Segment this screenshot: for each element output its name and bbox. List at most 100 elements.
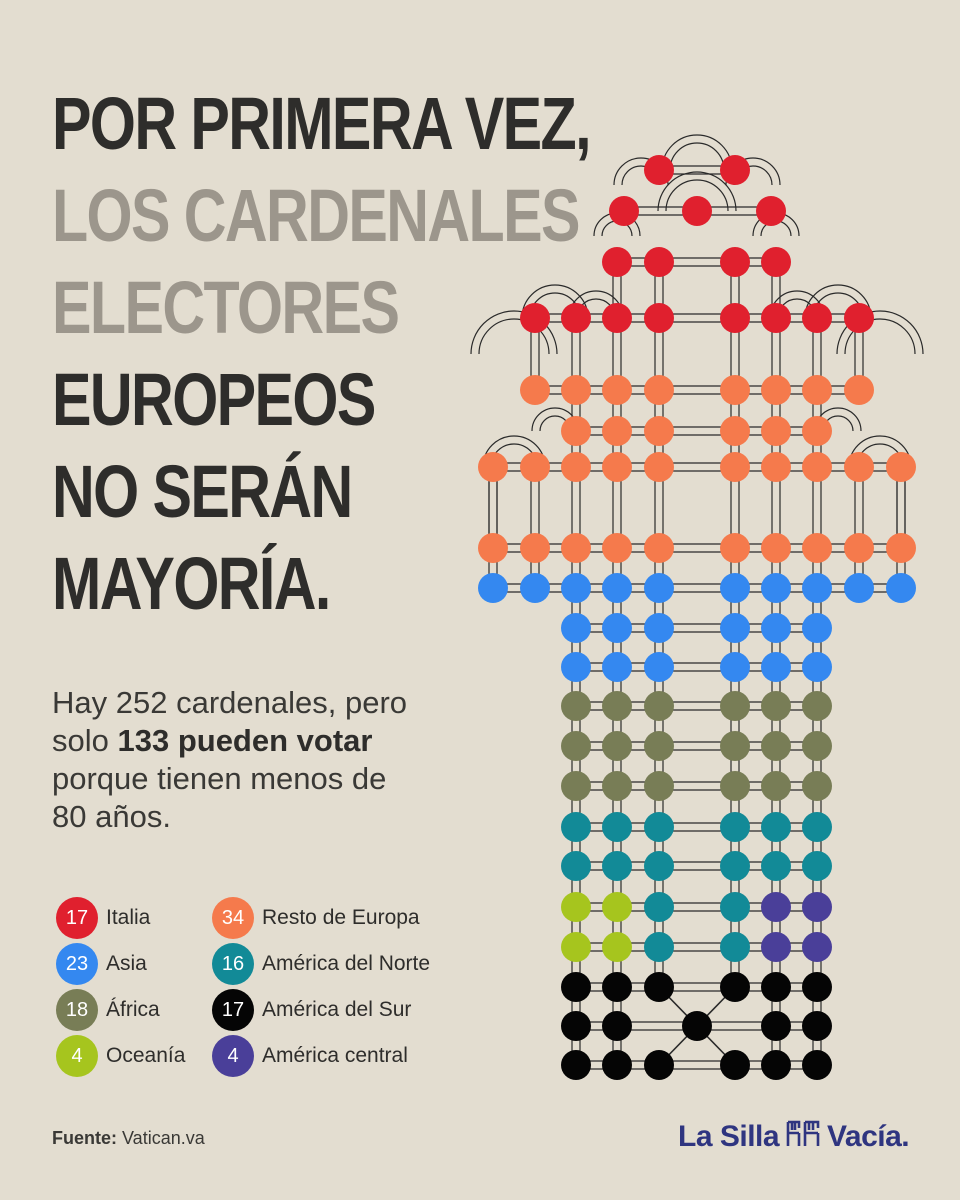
cardinal-dot [761,731,791,761]
legend-item: 34 Resto de Europa [212,897,420,939]
cardinal-dot [720,771,750,801]
cardinal-dot [802,892,832,922]
legend-item: 4 América central [212,1035,408,1077]
subtitle-part-2: porque tienen menos de 80 años. [52,761,387,834]
cardinal-dot [561,416,591,446]
cardinal-dot [886,452,916,482]
cardinal-dot [761,972,791,1002]
cardinal-dot [602,652,632,682]
cardinal-dot [644,771,674,801]
cardinal-dot [561,892,591,922]
cardinal-dot [761,1050,791,1080]
cardinal-dot [478,573,508,603]
legend-label: América del Norte [262,952,431,975]
legend-swatch: 4 [212,1035,254,1077]
cardinal-dot [602,731,632,761]
cardinal-dot [561,691,591,721]
legend-item: 17 Italia [56,897,150,939]
cardinal-dot [644,613,674,643]
cardinal-dot [682,1011,712,1041]
cardinal-dot [844,375,874,405]
cardinal-dot [802,972,832,1002]
cardinal-dot [561,731,591,761]
cardinal-dot [644,691,674,721]
cardinal-dot [720,652,750,682]
cardinal-dot [602,892,632,922]
cardinal-dot [644,573,674,603]
cardinal-dot [720,155,750,185]
cardinal-dot [802,932,832,962]
cardinal-dot [761,416,791,446]
cardinal-dot [478,452,508,482]
cardinal-dot [644,155,674,185]
cardinal-dot [720,613,750,643]
arch-line [804,284,872,319]
cardinal-dot [561,652,591,682]
brand-right: Vacía. [827,1120,910,1153]
legend-label: Oceanía [106,1044,186,1067]
cardinal-dot [602,533,632,563]
cardinal-dot [644,452,674,482]
arch-line [478,318,550,355]
cardinal-dot [561,1050,591,1080]
subtitle-bold: 133 pueden votar [117,723,373,758]
subtitle-part-1: Hay 252 cardenales, pero solo [52,685,408,758]
cardinal-dot [602,812,632,842]
cardinal-dot [644,247,674,277]
cardinal-dot [644,851,674,881]
chairs-icon [785,1118,821,1156]
legend-swatch: 34 [212,897,254,939]
cardinal-dot [761,375,791,405]
cardinal-dot [602,247,632,277]
cardinal-dot [802,1050,832,1080]
cardinal-dot [720,416,750,446]
cardinal-dot [720,573,750,603]
subtitle: Hay 252 cardenales, pero solo 133 pueden… [52,684,422,836]
cardinal-dot [802,613,832,643]
cardinal-dot [720,812,750,842]
cardinal-dot [561,812,591,842]
cardinal-dot [602,303,632,333]
cardinal-dot [802,731,832,761]
cardinal-dot [761,771,791,801]
cardinal-dot [602,573,632,603]
cardinal-dot [802,452,832,482]
cardinal-dot [609,196,639,226]
cardinal-dot [761,573,791,603]
legend-label: América del Sur [262,998,412,1021]
legend-swatch: 17 [212,989,254,1031]
cardinal-dot [602,613,632,643]
legend-label: Resto de Europa [262,906,420,929]
cardinal-dot [761,691,791,721]
legend-swatch: 17 [56,897,98,939]
cardinal-dot [761,652,791,682]
headline-line-4: EUROPEOS [52,358,376,441]
link-lines [488,165,906,1070]
cardinal-dot [682,196,712,226]
cardinal-dot [561,972,591,1002]
cardinal-dot [761,812,791,842]
cardinal-dot [756,196,786,226]
cardinal-dot [844,452,874,482]
cardinal-dot [720,932,750,962]
cardinal-dot [802,303,832,333]
cardinal-dot [802,851,832,881]
cardinal-dot [802,691,832,721]
cardinal-dot [720,303,750,333]
source-note: Fuente: Vatican.va [52,1128,205,1149]
cardinal-dot [561,1011,591,1041]
cardinal-dot [602,932,632,962]
arch-lines [470,134,924,468]
cardinal-dot [561,613,591,643]
cardinal-dot [720,972,750,1002]
legend-label: América central [262,1044,408,1067]
legend-item: 17 América del Sur [212,989,411,1031]
cardinal-dot [644,533,674,563]
cardinal-dot [802,812,832,842]
cardinal-dot [561,303,591,333]
legend-swatch: 4 [56,1035,98,1077]
cardinal-dot [561,851,591,881]
legend-item: 18 África [56,989,160,1031]
cardinal-dots [478,155,916,1080]
cardinal-dot [720,1050,750,1080]
